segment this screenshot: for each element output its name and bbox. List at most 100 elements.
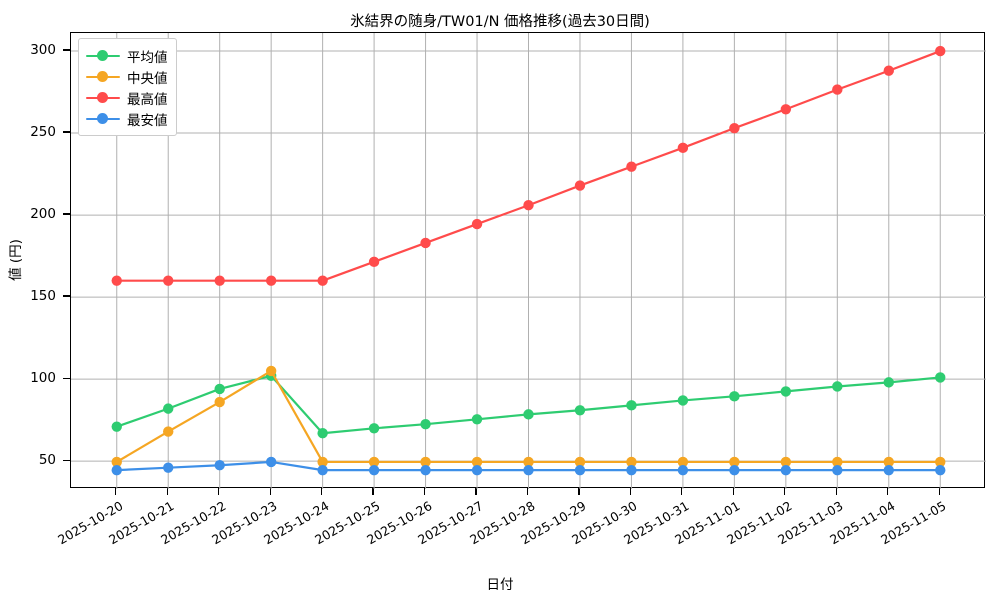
x-axis-tick-mark <box>321 488 323 495</box>
x-axis-tick-mark <box>732 488 734 495</box>
data-point <box>832 381 843 392</box>
legend-marker-icon <box>97 50 108 61</box>
data-point <box>729 464 740 476</box>
data-point <box>214 460 225 471</box>
data-point <box>729 122 740 134</box>
x-axis-tick-mark <box>938 488 940 495</box>
y-axis-tick-mark <box>63 131 70 133</box>
data-point <box>832 84 843 95</box>
data-point <box>111 275 122 286</box>
x-axis-tick-mark <box>218 488 220 495</box>
data-point <box>574 456 586 468</box>
legend-swatch-icon <box>86 49 120 63</box>
data-point <box>317 428 328 439</box>
y-axis-tick-mark <box>63 459 70 461</box>
y-axis-tick-mark <box>63 377 70 379</box>
y-axis-label: 値 (円) <box>8 239 24 281</box>
data-point <box>832 456 843 468</box>
data-point <box>471 414 483 425</box>
x-axis-tick-mark <box>835 488 837 495</box>
series-3 <box>111 45 946 286</box>
data-point <box>523 200 534 211</box>
data-point <box>111 421 122 432</box>
y-axis-tick-label: 300 <box>30 42 56 59</box>
data-point <box>883 464 894 476</box>
data-point <box>780 464 792 476</box>
x-axis-tick-mark <box>423 488 426 495</box>
legend-swatch-icon <box>86 91 120 105</box>
legend-marker-icon <box>97 113 108 124</box>
data-point <box>832 464 843 476</box>
data-point <box>471 456 483 468</box>
x-axis-tick-mark <box>887 488 889 495</box>
data-point <box>420 456 431 468</box>
data-point <box>214 275 225 286</box>
x-axis-tick-mark <box>115 488 117 495</box>
x-axis-tick-mark <box>269 488 271 495</box>
data-point <box>317 456 328 468</box>
data-point <box>523 464 534 476</box>
legend-marker-icon <box>97 71 108 82</box>
y-axis-tick-mark <box>63 213 70 215</box>
legend-item[interactable]: 最高値 <box>86 87 168 108</box>
data-point <box>935 372 946 383</box>
x-axis-tick-mark <box>372 488 374 495</box>
legend-item[interactable]: 中央値 <box>86 66 168 87</box>
legend-item[interactable]: 最安値 <box>86 108 168 129</box>
data-point <box>163 462 174 473</box>
data-point <box>574 180 586 191</box>
series-4 <box>111 456 946 476</box>
chart-legend: 平均値中央値最高値最安値 <box>78 38 177 136</box>
data-point <box>420 464 431 476</box>
data-point <box>574 405 586 416</box>
data-point <box>935 45 946 57</box>
y-axis-tick-label: 50 <box>38 452 56 469</box>
data-point <box>471 464 483 476</box>
data-point <box>163 403 174 414</box>
data-point <box>677 456 689 468</box>
data-point <box>780 104 792 115</box>
series-2 <box>111 365 946 468</box>
data-point <box>368 256 380 268</box>
data-point <box>265 275 277 286</box>
data-point <box>265 456 277 468</box>
data-point <box>368 456 380 468</box>
data-point <box>626 456 637 468</box>
data-point <box>317 275 328 286</box>
data-point <box>729 391 740 402</box>
data-point <box>574 464 586 476</box>
data-point <box>523 409 534 420</box>
x-axis-tick-mark <box>681 488 683 495</box>
data-point <box>780 456 792 468</box>
data-point <box>214 383 225 395</box>
plot-svg <box>71 33 986 489</box>
x-axis-tick-mark <box>578 488 580 495</box>
legend-label: 中央値 <box>127 70 168 87</box>
y-axis-tick-label: 100 <box>30 370 56 387</box>
data-point <box>420 237 431 249</box>
data-point <box>420 419 431 430</box>
data-point <box>883 456 894 468</box>
data-point <box>780 386 792 397</box>
data-point <box>626 161 637 172</box>
data-point <box>471 218 483 230</box>
x-axis-tick-mark <box>475 488 477 495</box>
y-axis-tick-label: 150 <box>30 288 56 305</box>
data-point <box>523 456 534 468</box>
legend-marker-icon <box>97 92 108 103</box>
data-point <box>883 377 894 388</box>
legend-label: 最安値 <box>127 112 168 129</box>
data-point <box>111 456 122 468</box>
chart-title: 氷結界の随身/TW01/N 価格推移(過去30日間) <box>350 14 650 30</box>
data-point <box>368 464 380 476</box>
data-point <box>163 275 174 286</box>
x-axis-tick-mark <box>629 488 632 495</box>
data-point <box>626 400 637 411</box>
legend-item[interactable]: 平均値 <box>86 45 168 66</box>
legend-swatch-icon <box>86 112 120 126</box>
plot-area <box>70 32 986 489</box>
legend-label: 最高値 <box>127 91 168 108</box>
data-point <box>163 426 174 437</box>
data-point <box>677 142 689 154</box>
